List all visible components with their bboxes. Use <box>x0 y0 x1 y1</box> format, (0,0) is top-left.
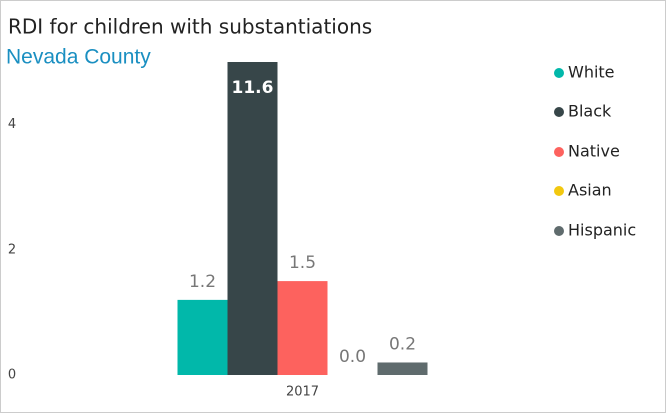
legend-label: Native <box>568 142 620 161</box>
legend-label: Asian <box>568 181 612 200</box>
y-tick-label: 2 <box>8 242 16 257</box>
data-label: 1.2 <box>189 272 216 292</box>
bar <box>377 362 428 375</box>
legend-label: White <box>568 63 615 82</box>
bar <box>177 299 228 375</box>
legend-marker <box>554 186 564 196</box>
legend-label: Black <box>568 102 612 121</box>
legend-marker <box>554 107 564 117</box>
data-label: 1.5 <box>289 253 316 273</box>
x-tick-label: 2017 <box>286 385 319 400</box>
y-tick-label: 0 <box>8 368 16 383</box>
bar <box>227 62 278 375</box>
data-label: 0.0 <box>339 347 366 367</box>
legend-label: Hispanic <box>568 221 636 240</box>
data-label: 11.6 <box>232 78 274 98</box>
legend-marker <box>554 147 564 157</box>
legend-marker <box>554 68 564 78</box>
chart-subtitle: Nevada County <box>6 46 151 69</box>
y-tick-label: 4 <box>8 117 16 132</box>
bar <box>277 281 328 375</box>
data-label: 0.2 <box>389 334 416 354</box>
chart-title: RDI for children with substantiations <box>8 15 372 39</box>
legend-marker <box>554 226 564 236</box>
